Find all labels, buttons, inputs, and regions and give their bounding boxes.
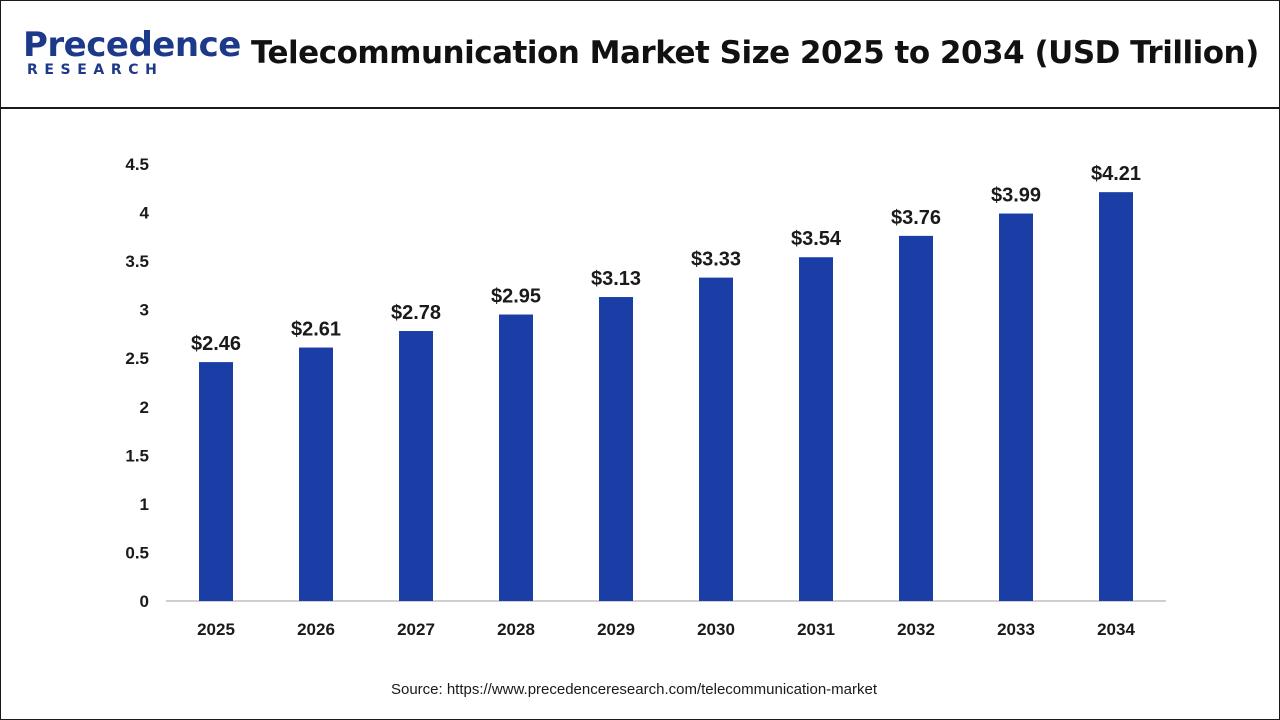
data-label: $2.61 — [291, 319, 341, 341]
y-tick-label: 3.5 — [125, 252, 149, 271]
bar — [899, 235, 933, 601]
chart-title: Telecommunication Market Size 2025 to 20… — [251, 35, 1259, 71]
x-tick-label: 2026 — [297, 620, 335, 639]
logo-subtitle: RESEARCH — [27, 62, 164, 78]
x-tick-label: 2033 — [997, 620, 1035, 639]
x-tick-label: 2029 — [597, 620, 635, 639]
y-tick-label: 1.5 — [125, 446, 149, 465]
bar — [599, 297, 633, 601]
logo-wordmark: Precedence — [23, 25, 241, 65]
source-note: Source: https://www.precedenceresearch.c… — [390, 681, 878, 698]
bar — [199, 362, 233, 601]
bar — [499, 314, 533, 601]
data-label: $3.54 — [791, 228, 842, 250]
x-tick-label: 2034 — [1097, 620, 1135, 639]
x-tick-label: 2031 — [797, 620, 835, 639]
y-tick-label: 0.5 — [125, 543, 149, 562]
bar — [799, 257, 833, 601]
data-label: $3.33 — [691, 249, 741, 271]
y-tick-label: 4.5 — [125, 155, 149, 174]
data-label: $2.46 — [191, 333, 241, 355]
bar — [299, 347, 333, 601]
y-tick-label: 3 — [140, 301, 149, 320]
bar — [399, 331, 433, 601]
y-tick-label: 1 — [140, 495, 149, 514]
y-tick-label: 2 — [140, 398, 149, 417]
data-label: $3.99 — [991, 185, 1041, 207]
y-tick-label: 0 — [140, 592, 149, 611]
data-label: $2.95 — [491, 286, 541, 308]
x-tick-label: 2028 — [497, 620, 535, 639]
y-tick-label: 2.5 — [125, 349, 149, 368]
bar — [1099, 192, 1133, 601]
x-tick-label: 2032 — [897, 620, 935, 639]
x-tick-label: 2027 — [397, 620, 435, 639]
data-label: $2.78 — [391, 302, 441, 324]
data-label: $4.21 — [1091, 163, 1141, 185]
chart-header: Precedence RESEARCH Telecommunication Ma… — [1, 1, 1279, 109]
x-tick-label: 2025 — [197, 620, 235, 639]
bar — [999, 213, 1033, 601]
data-label: $3.13 — [591, 268, 641, 290]
precedence-research-logo: Precedence RESEARCH — [23, 25, 241, 85]
data-label: $3.76 — [891, 207, 941, 229]
bar — [699, 277, 733, 601]
y-tick-label: 4 — [140, 204, 150, 223]
x-tick-label: 2030 — [697, 620, 735, 639]
